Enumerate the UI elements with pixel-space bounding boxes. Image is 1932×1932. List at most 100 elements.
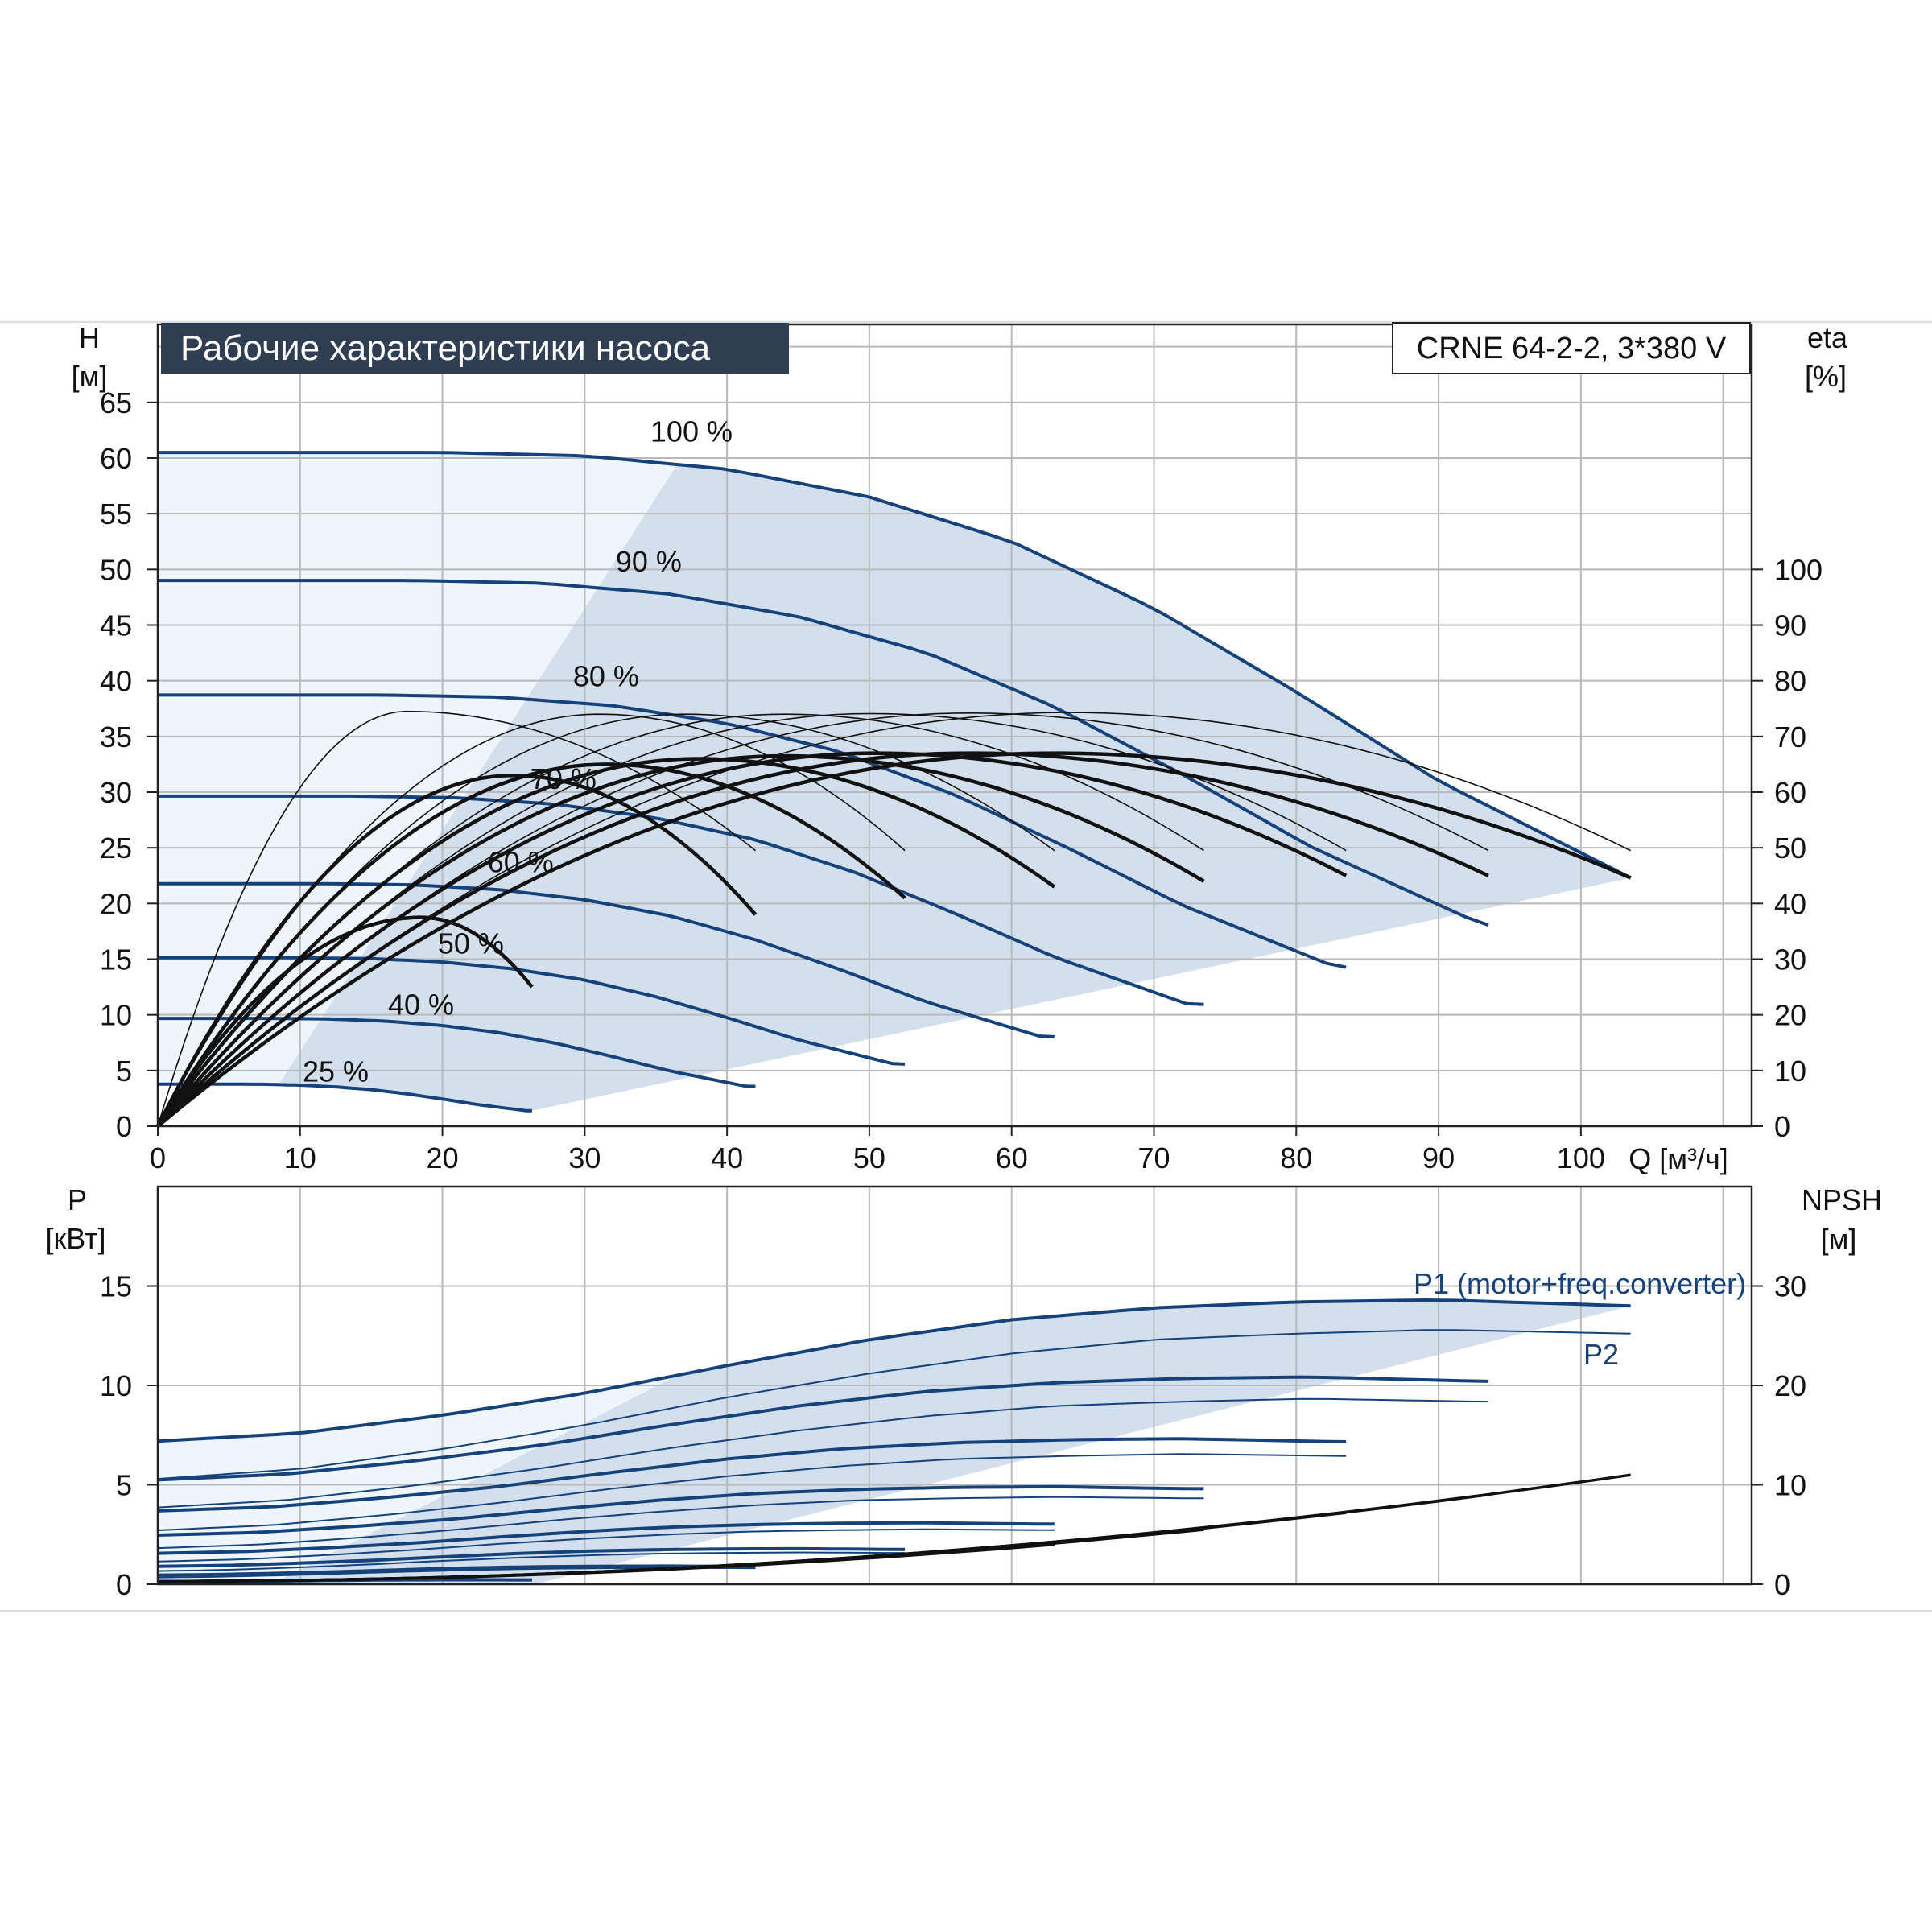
speed-label: 40 % <box>388 989 454 1022</box>
q-tick-label: 30 <box>568 1141 601 1174</box>
q-axis-title: Q [м³/ч] <box>1629 1142 1728 1175</box>
eta-tick-label: 100 <box>1774 553 1823 586</box>
q-tick-label: 50 <box>853 1141 886 1174</box>
speed-label: 90 % <box>616 545 682 578</box>
head-y-axis: 0 5 10 15 20 25 30 35 40 45 50 55 60 65 <box>100 386 158 1143</box>
head-curve <box>158 881 1055 1038</box>
npsh-tick-label: 30 <box>1774 1270 1806 1303</box>
p2-curve <box>157 1496 1204 1550</box>
eta-tick-label: 60 <box>1774 776 1806 809</box>
head-operating-area-light <box>158 452 678 1085</box>
npsh-y-axis: 0 10 20 30 <box>1752 1270 1806 1601</box>
speed-label: 25 % <box>303 1055 369 1088</box>
q-tick-label: 80 <box>1280 1141 1312 1174</box>
h-tick-label: 60 <box>100 442 132 475</box>
head-curve <box>158 794 1204 1006</box>
efficiency-curve <box>156 757 1056 1128</box>
h-tick-label: 40 <box>100 665 132 698</box>
head-curve <box>158 451 1632 880</box>
eta-y-axis: 0 10 20 30 40 50 60 70 80 90 100 <box>1752 553 1823 1143</box>
head-curve <box>158 1082 532 1113</box>
speed-label: 100 % <box>650 415 733 448</box>
eta-axis-title: eta <box>1807 321 1848 354</box>
eta-tick-label: 40 <box>1774 887 1806 920</box>
h-tick-label: 65 <box>100 386 132 419</box>
npsh-curve <box>158 1553 906 1583</box>
head-curve <box>158 956 906 1066</box>
chart-title: Рабочие характеристики насоса <box>180 328 711 368</box>
q-tick-label: 20 <box>427 1141 459 1174</box>
p2-series-label: P2 <box>1583 1338 1619 1371</box>
p1-curve <box>157 1375 1488 1482</box>
efficiency-curve <box>156 751 1348 1128</box>
h-tick-label: 30 <box>100 776 132 809</box>
efficiency-thin-curve <box>157 710 756 1127</box>
h-tick-label: 45 <box>100 609 132 642</box>
h-axis-unit: [м] <box>72 360 108 393</box>
q-tick-label: 10 <box>284 1141 316 1174</box>
npsh-axis-title: NPSH <box>1802 1183 1882 1216</box>
q-tick-label: 40 <box>711 1141 743 1174</box>
power-panel: 0 5 10 15 0 10 20 30 P [кВт] NPSH [м] P1 (moto… <box>45 1183 1882 1601</box>
p2-curve <box>157 1528 1055 1563</box>
head-panel: 100 % 90 % 80 % 70 % 60 % 50 % 40 % 25 % 0 5 10 15… <box>72 321 1848 1175</box>
h-tick-label: 55 <box>100 497 132 530</box>
efficiency-curve <box>156 915 534 1128</box>
eta-tick-label: 0 <box>1774 1110 1790 1143</box>
efficiency-curve <box>155 774 758 1128</box>
title-banner <box>161 323 789 374</box>
speed-label: 50 % <box>438 927 504 960</box>
q-x-axis: 0 10 20 30 40 50 60 70 80 90 100 <box>150 1126 1605 1174</box>
eta-tick-label: 80 <box>1774 665 1806 698</box>
p-axis-unit: [кВт] <box>45 1222 105 1255</box>
p1-curve <box>157 1521 1055 1555</box>
eta-tick-label: 20 <box>1774 999 1806 1032</box>
p2-curve <box>157 1453 1347 1531</box>
p1-curve <box>157 1564 756 1577</box>
npsh-tick-label: 0 <box>1774 1568 1790 1601</box>
p1-curve <box>157 1437 1347 1513</box>
p2-curve <box>157 1329 1631 1480</box>
h-axis-title: H <box>79 321 100 354</box>
h-tick-label: 20 <box>100 887 132 920</box>
p1-curve <box>157 1484 1204 1537</box>
q-tick-label: 0 <box>150 1141 166 1174</box>
p1-curve <box>157 1298 1631 1443</box>
npsh-tick-label: 10 <box>1774 1469 1806 1502</box>
p-tick-label: 5 <box>116 1469 132 1502</box>
model-label-box <box>1392 322 1751 374</box>
npsh-axis-unit: [м] <box>1821 1223 1857 1256</box>
q-tick-label: 90 <box>1422 1141 1455 1174</box>
p-tick-label: 10 <box>100 1369 132 1402</box>
h-tick-label: 10 <box>100 999 132 1032</box>
efficiency-curves <box>155 751 1632 1128</box>
eta-axis-unit: [%] <box>1805 360 1847 393</box>
npsh-tick-label: 20 <box>1774 1369 1806 1402</box>
speed-labels: 100 % 90 % 80 % 70 % 60 % 50 % 40 % 25 % <box>303 415 733 1088</box>
p2-curve <box>157 1397 1488 1509</box>
q-tick-label: 100 <box>1557 1141 1605 1174</box>
speed-label: 60 % <box>488 846 554 879</box>
p-tick-label: 15 <box>100 1270 132 1303</box>
p1-series-label: P1 (motor+freq.converter) <box>1414 1267 1746 1300</box>
npsh-curves <box>157 1473 1631 1583</box>
eta-tick-label: 10 <box>1774 1055 1806 1088</box>
h-tick-label: 35 <box>100 720 132 753</box>
h-tick-label: 25 <box>100 832 132 865</box>
eta-tick-label: 70 <box>1774 720 1806 753</box>
h-tick-label: 50 <box>100 553 132 586</box>
efficiency-curve <box>156 753 1205 1128</box>
efficiency-curve <box>156 751 1489 1128</box>
q-tick-label: 70 <box>1137 1141 1170 1174</box>
head-plot-frame <box>156 323 1753 1128</box>
efficiency-curve <box>156 762 906 1128</box>
speed-label: 70 % <box>530 762 597 795</box>
q-tick-label: 60 <box>996 1141 1028 1174</box>
h-tick-label: 5 <box>116 1055 132 1088</box>
head-curve <box>158 693 1347 969</box>
speed-label: 80 % <box>573 660 639 693</box>
p-tick-label: 0 <box>116 1568 132 1601</box>
head-curve <box>158 579 1489 927</box>
model-label: CRNE 64-2-2, 3*380 V <box>1417 332 1727 365</box>
